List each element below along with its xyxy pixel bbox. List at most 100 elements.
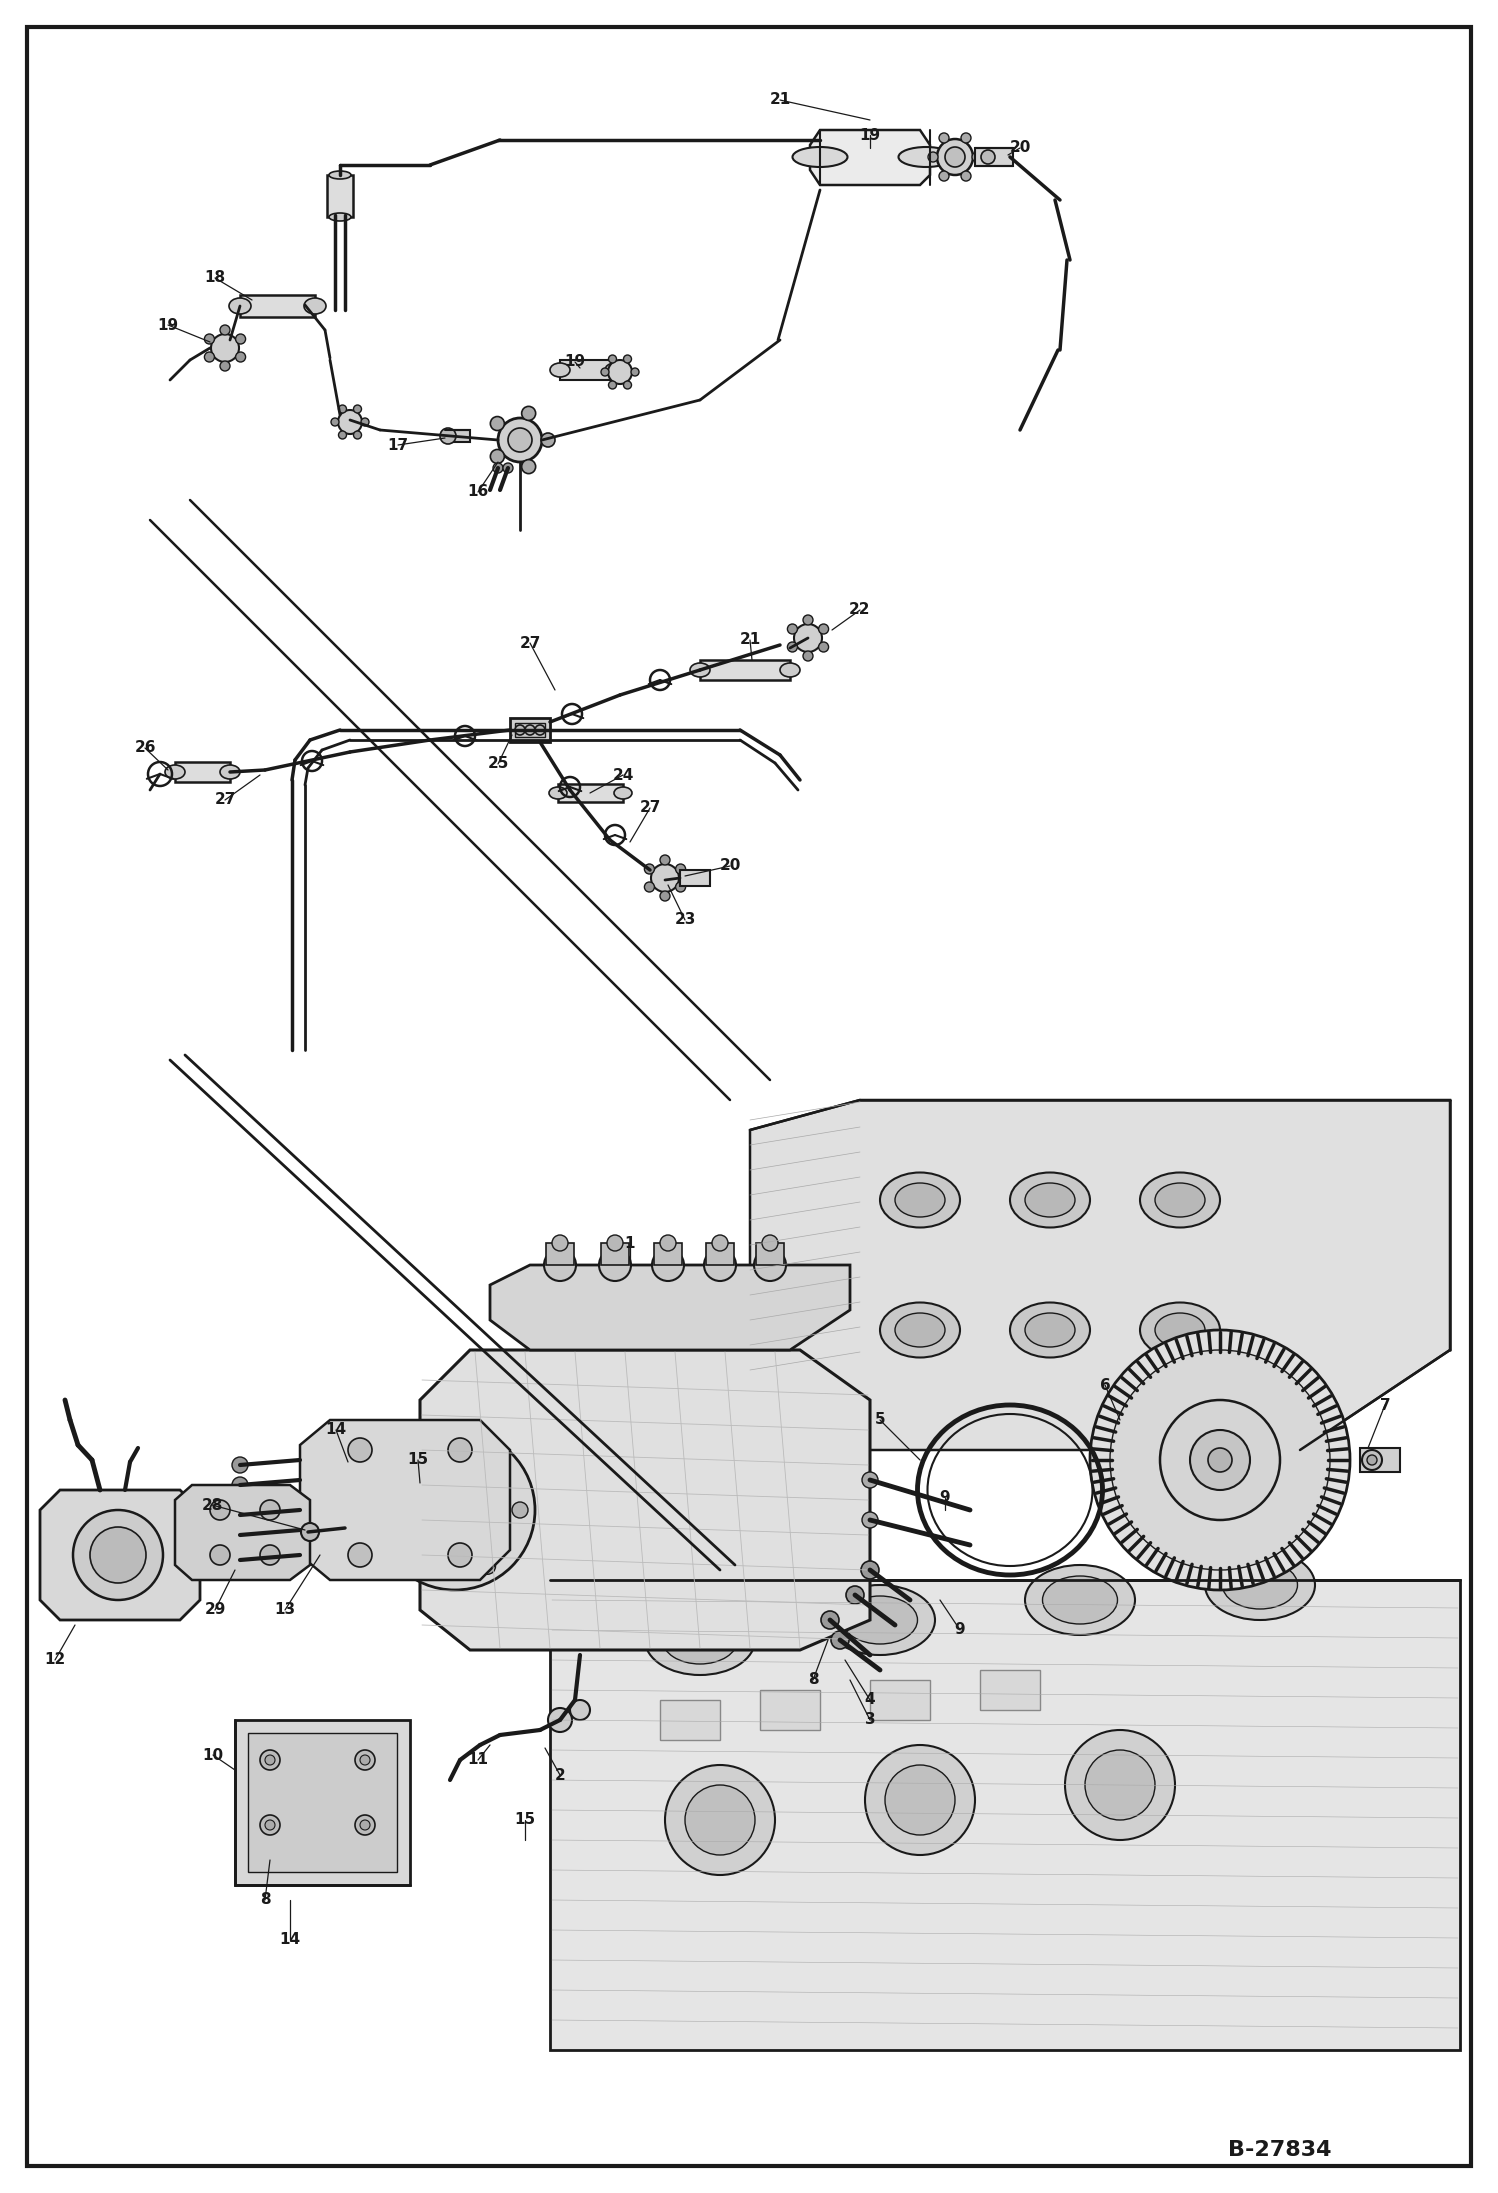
Text: 3: 3 <box>864 1713 875 1728</box>
Text: 8: 8 <box>807 1673 818 1686</box>
Bar <box>700 660 789 680</box>
Circle shape <box>535 726 545 735</box>
Text: 20: 20 <box>719 857 740 873</box>
Circle shape <box>541 432 554 447</box>
Text: 5: 5 <box>875 1412 885 1428</box>
Ellipse shape <box>1155 1314 1204 1347</box>
Text: 26: 26 <box>135 741 156 757</box>
Circle shape <box>939 171 950 182</box>
Circle shape <box>972 151 983 162</box>
Text: 29: 29 <box>204 1603 226 1618</box>
Circle shape <box>400 1454 509 1566</box>
Circle shape <box>360 1820 370 1829</box>
Ellipse shape <box>1025 1314 1076 1347</box>
Circle shape <box>818 643 828 651</box>
Text: 6: 6 <box>1100 1377 1110 1393</box>
Ellipse shape <box>662 1616 737 1664</box>
Circle shape <box>818 625 828 634</box>
Circle shape <box>846 1586 864 1603</box>
Circle shape <box>652 864 679 893</box>
Circle shape <box>374 1430 535 1590</box>
Circle shape <box>301 1522 319 1542</box>
Circle shape <box>571 1700 590 1719</box>
Bar <box>601 1243 629 1265</box>
Circle shape <box>1368 1454 1377 1465</box>
Polygon shape <box>40 1489 201 1621</box>
Polygon shape <box>490 1265 849 1351</box>
Text: 19: 19 <box>565 355 586 368</box>
Circle shape <box>204 353 214 362</box>
Text: 21: 21 <box>740 632 761 647</box>
Circle shape <box>1159 1399 1279 1520</box>
Circle shape <box>490 417 505 430</box>
Text: 19: 19 <box>860 127 881 143</box>
Ellipse shape <box>792 147 848 167</box>
Circle shape <box>676 882 686 893</box>
Circle shape <box>712 1235 728 1250</box>
Ellipse shape <box>825 1586 935 1656</box>
Circle shape <box>232 1526 249 1544</box>
Text: 27: 27 <box>214 792 235 807</box>
Bar <box>175 761 231 783</box>
Text: 7: 7 <box>1380 1397 1390 1412</box>
Circle shape <box>794 625 822 651</box>
Circle shape <box>232 1478 249 1493</box>
Circle shape <box>644 864 655 875</box>
Circle shape <box>232 1456 249 1474</box>
Text: 15: 15 <box>407 1452 428 1467</box>
Circle shape <box>661 890 670 901</box>
Circle shape <box>261 1750 280 1770</box>
Ellipse shape <box>1140 1173 1219 1228</box>
Circle shape <box>430 1485 479 1535</box>
Bar <box>240 296 315 318</box>
Bar <box>249 1732 397 1873</box>
Circle shape <box>512 1502 527 1518</box>
Text: 18: 18 <box>204 270 226 285</box>
Text: 19: 19 <box>157 318 178 333</box>
Ellipse shape <box>1140 1303 1219 1357</box>
Circle shape <box>211 333 240 362</box>
Circle shape <box>331 419 339 425</box>
Bar <box>545 1243 574 1265</box>
Ellipse shape <box>1010 1173 1091 1228</box>
Bar <box>759 1691 819 1730</box>
Circle shape <box>235 333 246 344</box>
Circle shape <box>448 1439 472 1463</box>
Circle shape <box>644 882 655 893</box>
Circle shape <box>360 1754 370 1765</box>
Bar <box>560 360 616 379</box>
Circle shape <box>885 1765 956 1836</box>
Circle shape <box>704 1250 736 1281</box>
Circle shape <box>448 1544 472 1568</box>
Bar <box>661 1700 721 1739</box>
Circle shape <box>210 1500 231 1520</box>
Circle shape <box>355 1816 374 1836</box>
Circle shape <box>261 1546 280 1566</box>
Bar <box>509 717 550 741</box>
Ellipse shape <box>1010 1303 1091 1357</box>
Circle shape <box>753 1250 786 1281</box>
Circle shape <box>548 1708 572 1732</box>
Bar <box>756 1243 783 1265</box>
Circle shape <box>788 625 797 634</box>
Circle shape <box>339 410 363 434</box>
Circle shape <box>945 147 965 167</box>
Ellipse shape <box>1204 1550 1315 1621</box>
Circle shape <box>1207 1447 1231 1472</box>
Circle shape <box>339 406 346 412</box>
Ellipse shape <box>548 787 568 798</box>
Text: 12: 12 <box>45 1654 66 1667</box>
Circle shape <box>962 134 971 143</box>
Bar <box>680 871 710 886</box>
Bar <box>235 1719 410 1886</box>
Circle shape <box>652 1250 685 1281</box>
Ellipse shape <box>614 787 632 798</box>
Circle shape <box>981 149 995 164</box>
Text: 28: 28 <box>201 1498 223 1513</box>
Circle shape <box>939 134 950 143</box>
Circle shape <box>676 864 686 875</box>
Circle shape <box>544 1250 577 1281</box>
Circle shape <box>524 726 535 735</box>
Circle shape <box>261 1500 280 1520</box>
Circle shape <box>415 1445 430 1463</box>
